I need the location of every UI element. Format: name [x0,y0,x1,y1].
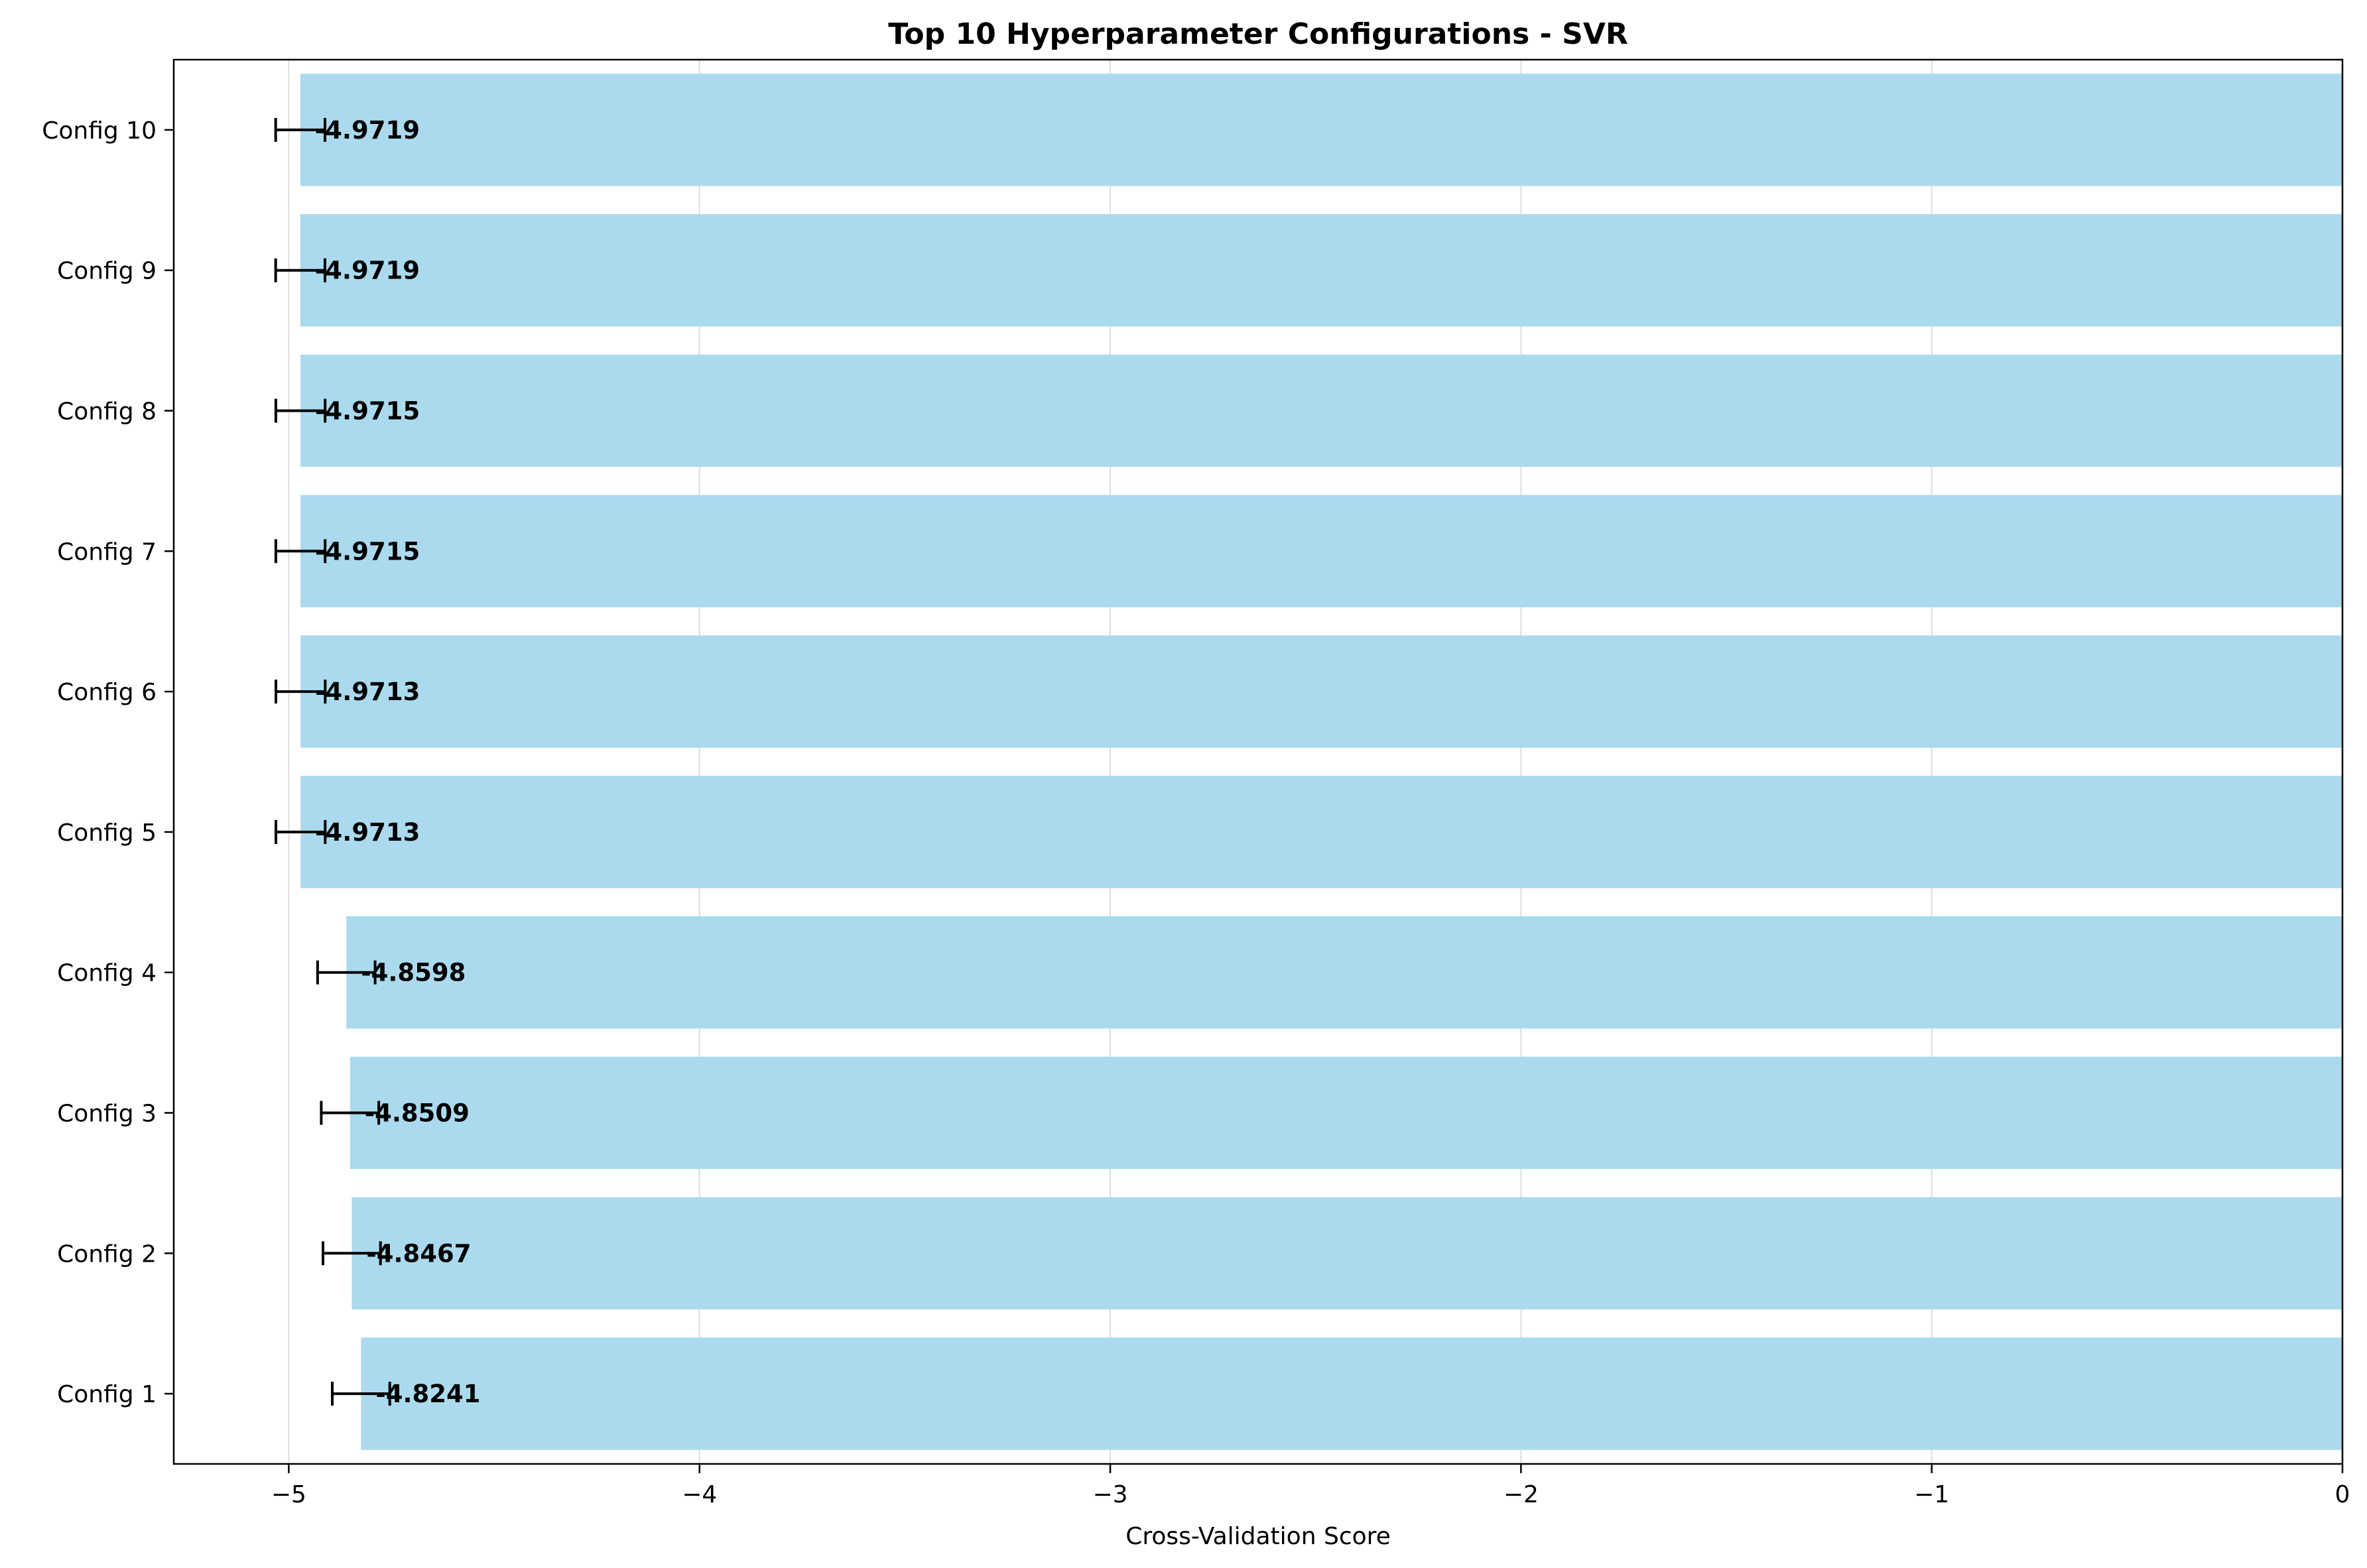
bars-layer [300,74,2343,1450]
value-label: -4.8598 [361,959,466,987]
error-bar [274,539,327,564]
bar [352,1197,2342,1310]
y-tick-label: Config 2 [57,1240,157,1268]
plot-frame [172,58,2344,1465]
bar [300,354,2343,467]
error-bar [274,398,327,423]
y-tick-label: Config 7 [57,538,157,566]
value-labels-layer: -4.8241 -4.8467 -4.8509 -4.8598 -4.9713 -4.97… [315,116,481,1408]
y-tick-label: Config 5 [57,819,157,847]
x-tick-label: −1 [1914,1481,1949,1508]
bar [346,916,2342,1029]
error-bar [274,258,326,282]
bar [300,213,2342,327]
value-label: -4.9715 [315,397,420,426]
value-label: -4.9713 [315,818,420,847]
x-axis-label: Cross-Validation Score [1125,1523,1391,1550]
error-bar [275,680,327,704]
y-tick-label: Config 1 [57,1381,157,1408]
bar [350,1056,2342,1170]
value-label: -4.8241 [375,1380,480,1408]
x-tick-label: −5 [271,1481,306,1508]
value-label: -4.9713 [315,678,420,706]
y-tick-label: Config 6 [57,679,157,706]
y-tick-label: Config 9 [57,258,157,285]
error-bar [275,819,327,844]
bar [361,1337,2342,1450]
bar [300,776,2342,888]
x-tick-label: −4 [682,1481,717,1508]
chart-title: Top 10 Hyperparameter Configurations - S… [888,17,1628,51]
y-axis-ticks: Config 1 Config 2 Config 3 Config 4 Config 5… [42,117,174,1408]
bar [300,74,2342,186]
x-tick-label: 0 [2335,1481,2350,1508]
value-label: -4.9715 [315,537,420,566]
error-bars-layer [274,117,391,1406]
error-bar [274,117,326,142]
bar [300,495,2343,608]
y-tick-label: Config 4 [57,960,157,987]
y-tick-label: Config 3 [57,1101,157,1128]
error-bar [330,1382,391,1406]
error-bar [321,1241,382,1266]
error-bar [316,960,377,985]
error-bar [320,1101,381,1125]
value-label: -4.8467 [366,1239,471,1268]
x-tick-label: −3 [1093,1481,1128,1508]
value-label: -4.9719 [315,257,420,285]
value-label: -4.8509 [365,1099,470,1128]
x-tick-label: −2 [1503,1481,1539,1508]
value-label: -4.9719 [315,116,420,145]
x-axis-ticks: −5 −4 −3 −2 −1 0 [271,1464,2350,1508]
y-tick-label: Config 8 [57,398,157,426]
bar [300,635,2342,748]
y-tick-label: Config 10 [42,117,157,145]
